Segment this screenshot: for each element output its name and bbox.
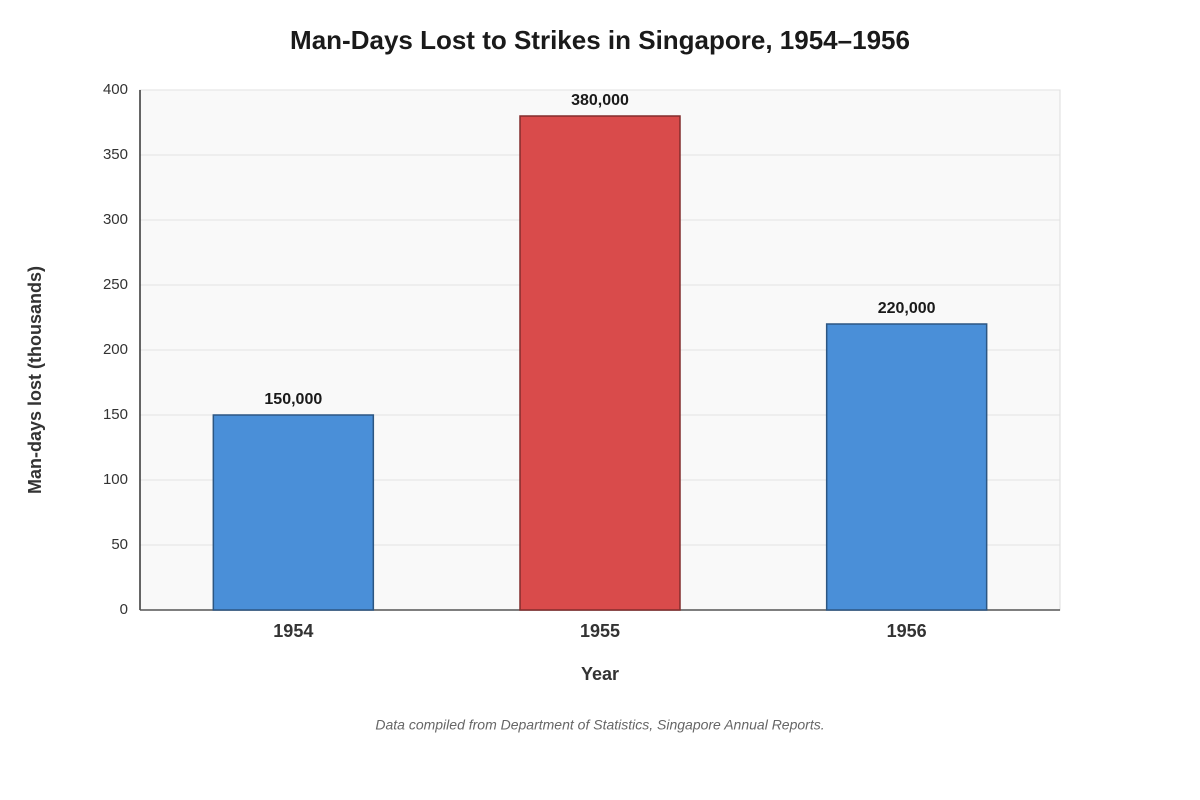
y-tick-label: 0 [120, 601, 128, 618]
y-tick-label: 50 [111, 536, 128, 553]
bar [212, 414, 375, 611]
y-tick-label: 350 [103, 146, 128, 163]
chart-title: Man-Days Lost to Strikes in Singapore, 1… [290, 25, 910, 55]
y-tick-label: 250 [103, 276, 128, 293]
y-tick-label: 400 [103, 81, 128, 98]
footnote: Data compiled from Department of Statist… [375, 717, 824, 733]
value-label: 150,000 [264, 391, 322, 408]
y-tick-label: 200 [103, 341, 128, 358]
value-label: 220,000 [878, 300, 936, 317]
y-tick-label: 150 [103, 406, 128, 423]
bar [519, 115, 681, 611]
x-tick-label: 1955 [580, 621, 620, 641]
bar [825, 323, 988, 611]
x-tick-label: 1956 [887, 621, 927, 641]
y-tick-label: 100 [103, 471, 128, 488]
x-axis-label: Year [581, 664, 619, 684]
y-tick-label: 300 [103, 211, 128, 228]
value-label: 380,000 [571, 92, 629, 109]
y-axis-label: Man-days lost (thousands) [25, 266, 45, 494]
x-tick-label: 1954 [273, 621, 313, 641]
